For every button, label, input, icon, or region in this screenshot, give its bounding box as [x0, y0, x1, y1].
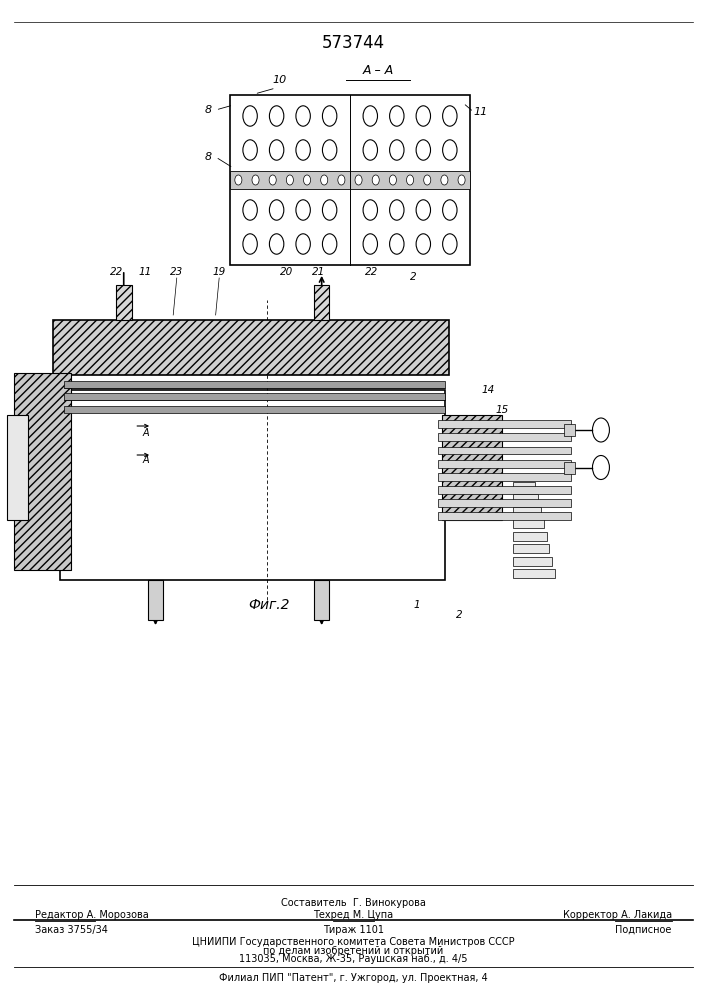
Bar — [148, 580, 163, 620]
Bar — [438, 446, 571, 454]
Bar — [60, 390, 445, 580]
Bar — [438, 473, 571, 481]
Circle shape — [303, 175, 310, 185]
Bar — [230, 95, 470, 265]
Circle shape — [321, 175, 328, 185]
Text: A – A: A – A — [363, 64, 394, 77]
Bar — [513, 494, 538, 503]
Bar — [513, 569, 555, 578]
Text: 23: 23 — [170, 267, 183, 277]
Bar — [314, 285, 329, 320]
Bar — [438, 460, 571, 468]
Text: A: A — [143, 455, 149, 465]
Bar — [53, 320, 449, 375]
Bar — [64, 393, 445, 400]
Text: 14: 14 — [481, 385, 494, 395]
Circle shape — [235, 175, 242, 185]
Text: 19: 19 — [213, 267, 226, 277]
Bar — [64, 406, 445, 413]
Bar — [14, 373, 71, 570]
Bar — [442, 415, 502, 520]
Text: по делам изобретений и открытий: по делам изобретений и открытий — [264, 946, 443, 956]
Text: 22: 22 — [365, 267, 378, 277]
Text: 11: 11 — [139, 267, 151, 277]
Text: 2: 2 — [410, 272, 417, 282]
Text: ЦНИИПИ Государственного комитета Совета Министров СССР: ЦНИИПИ Государственного комитета Совета … — [192, 937, 515, 947]
Bar — [438, 499, 571, 507]
Text: Редактор А. Морозова: Редактор А. Морозова — [35, 910, 149, 920]
Bar — [438, 433, 571, 441]
Circle shape — [252, 175, 259, 185]
Bar — [564, 424, 575, 436]
Circle shape — [269, 175, 276, 185]
Text: 10: 10 — [272, 75, 286, 85]
Bar — [513, 557, 552, 566]
Bar — [64, 381, 445, 388]
Text: 15: 15 — [496, 405, 508, 415]
Circle shape — [423, 175, 431, 185]
Text: Корректор А. Лакида: Корректор А. Лакида — [563, 910, 672, 920]
Bar — [438, 512, 571, 520]
Circle shape — [338, 175, 345, 185]
Bar — [230, 171, 470, 189]
Circle shape — [441, 175, 448, 185]
Bar — [438, 420, 571, 428]
Circle shape — [372, 175, 379, 185]
Text: Техред М. Цупа: Техред М. Цупа — [313, 910, 394, 920]
Text: A: A — [143, 428, 149, 438]
Text: 8: 8 — [205, 152, 212, 162]
Circle shape — [390, 175, 397, 185]
Text: 1: 1 — [414, 600, 421, 610]
Text: Филиал ПИП "Патент", г. Ужгород, ул. Проектная, 4: Филиал ПИП "Патент", г. Ужгород, ул. Про… — [219, 973, 488, 983]
Bar — [513, 507, 541, 516]
Text: 22: 22 — [110, 267, 123, 277]
Bar — [7, 415, 28, 520]
Text: 20: 20 — [280, 267, 293, 277]
Bar — [314, 580, 329, 620]
Bar — [513, 519, 544, 528]
Text: Заказ 3755/34: Заказ 3755/34 — [35, 925, 108, 935]
Bar — [564, 462, 575, 474]
Text: 573744: 573744 — [322, 34, 385, 52]
Circle shape — [286, 175, 293, 185]
Text: 8: 8 — [205, 105, 212, 115]
Bar — [513, 482, 535, 491]
Text: Тираж 1101: Тираж 1101 — [323, 925, 384, 935]
Circle shape — [458, 175, 465, 185]
Circle shape — [355, 175, 362, 185]
Text: 21: 21 — [312, 267, 325, 277]
Text: Составитель  Г. Винокурова: Составитель Г. Винокурова — [281, 898, 426, 908]
Text: 113035, Москва, Ж-35, Раушская наб., д. 4/5: 113035, Москва, Ж-35, Раушская наб., д. … — [239, 954, 468, 964]
Bar — [438, 486, 571, 494]
Text: 2: 2 — [456, 610, 463, 620]
Circle shape — [407, 175, 414, 185]
Text: 11: 11 — [474, 107, 488, 117]
Bar — [513, 544, 549, 553]
Bar — [513, 532, 547, 540]
Text: Подписное: Подписное — [615, 925, 672, 935]
Text: Фиг.2: Фиг.2 — [248, 598, 289, 612]
Bar — [116, 285, 132, 320]
